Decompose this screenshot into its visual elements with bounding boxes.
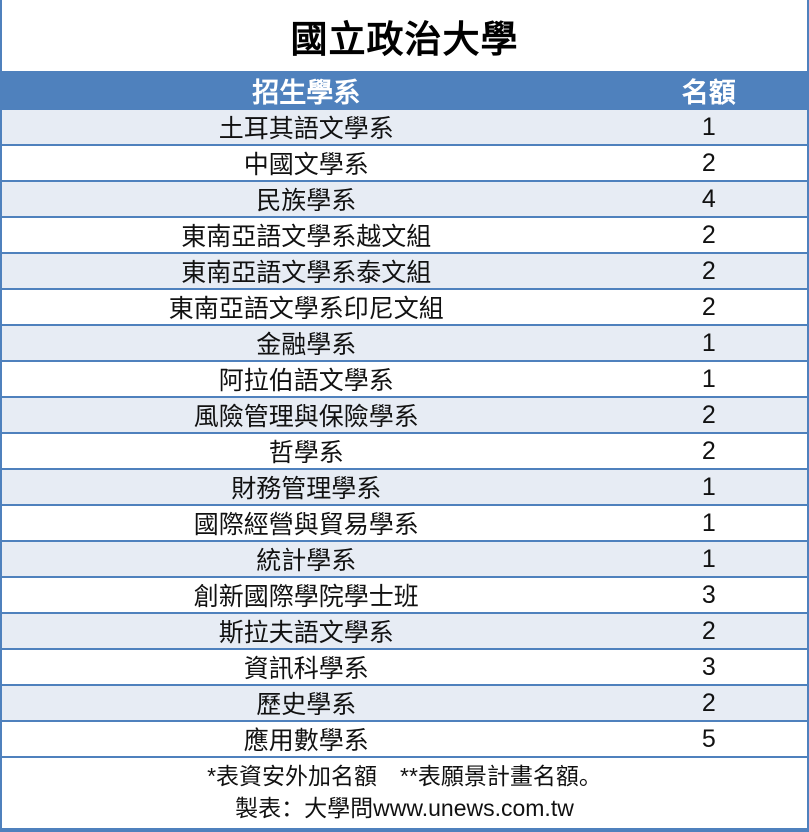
quota-cell: 2 xyxy=(701,148,716,177)
table-row: 應用數學系 5 xyxy=(2,720,807,756)
table-row: 創新國際學院學士班 3 xyxy=(2,576,807,612)
department-cell: 統計學系 xyxy=(256,547,357,575)
department-cell: 哲學系 xyxy=(268,439,344,467)
quota-cell: 2 xyxy=(701,220,716,249)
department-cell: 東南亞語文學系印尼文組 xyxy=(168,295,444,323)
department-cell: 東南亞語文學系越文組 xyxy=(181,223,432,251)
department-cell: 資訊科學系 xyxy=(243,655,369,683)
department-cell: 財務管理學系 xyxy=(231,475,382,503)
quota-cell: 5 xyxy=(701,724,716,753)
department-cell: 斯拉夫語文學系 xyxy=(218,619,394,647)
column-header-quota: 名額 xyxy=(681,78,736,108)
quota-cell: 4 xyxy=(701,184,716,213)
department-cell: 應用數學系 xyxy=(243,727,369,755)
column-header-department: 招生學系 xyxy=(252,78,361,108)
table-row: 東南亞語文學系泰文組 2 xyxy=(2,252,807,288)
table-row: 統計學系 1 xyxy=(2,540,807,576)
quota-cell: 1 xyxy=(701,544,716,573)
department-cell: 土耳其語文學系 xyxy=(218,115,394,143)
quota-cell: 2 xyxy=(701,436,716,465)
table-header-row: 招生學系 名額 xyxy=(2,71,807,108)
department-cell: 民族學系 xyxy=(256,187,357,215)
table-row: 土耳其語文學系 1 xyxy=(2,108,807,144)
department-cell: 創新國際學院學士班 xyxy=(193,583,419,611)
footnote-text: *表資安外加名額 **表願景計畫名額。 xyxy=(207,762,602,789)
department-cell: 歷史學系 xyxy=(256,691,357,719)
quota-cell: 1 xyxy=(701,112,716,141)
table-row: 中國文學系 2 xyxy=(2,144,807,180)
quota-cell: 2 xyxy=(701,400,716,429)
table-row: 民族學系 4 xyxy=(2,180,807,216)
table-row: 斯拉夫語文學系 2 xyxy=(2,612,807,648)
department-cell: 阿拉伯語文學系 xyxy=(218,367,394,395)
quota-cell: 1 xyxy=(701,508,716,537)
department-cell: 國際經營與貿易學系 xyxy=(193,511,419,539)
table-row: 阿拉伯語文學系 1 xyxy=(2,360,807,396)
quota-cell: 2 xyxy=(701,616,716,645)
table-row: 資訊科學系 3 xyxy=(2,648,807,684)
table-row: 東南亞語文學系印尼文組 2 xyxy=(2,288,807,324)
department-cell: 中國文學系 xyxy=(243,151,369,179)
quota-cell: 1 xyxy=(701,328,716,357)
table-row: 哲學系 2 xyxy=(2,432,807,468)
department-cell: 風險管理與保險學系 xyxy=(193,403,419,431)
quota-cell: 1 xyxy=(701,364,716,393)
quota-cell: 3 xyxy=(701,652,716,681)
table-row: 東南亞語文學系越文組 2 xyxy=(2,216,807,252)
department-cell: 東南亞語文學系泰文組 xyxy=(181,259,432,287)
table-row: 風險管理與保險學系 2 xyxy=(2,396,807,432)
table-footer: *表資安外加名額 **表願景計畫名額。 製表：大學問www.unews.com.… xyxy=(2,756,807,826)
quota-cell: 3 xyxy=(701,580,716,609)
department-cell: 金融學系 xyxy=(256,331,357,359)
quota-cell: 2 xyxy=(701,256,716,285)
table-row: 金融學系 1 xyxy=(2,324,807,360)
credit-text: 製表：大學問www.unews.com.tw xyxy=(235,795,574,821)
table-row: 財務管理學系 1 xyxy=(2,468,807,504)
quota-cell: 2 xyxy=(701,292,716,321)
quota-cell: 2 xyxy=(701,688,716,717)
quota-cell: 1 xyxy=(701,472,716,501)
table-row: 歷史學系 2 xyxy=(2,684,807,720)
table-row: 國際經營與貿易學系 1 xyxy=(2,504,807,540)
table-body: 土耳其語文學系 1 中國文學系 2 民族學系 4 東南亞語文學系越文組 2 東南亞語文學系泰文組… xyxy=(2,108,807,756)
page-title: 國立政治大學 xyxy=(290,18,519,60)
